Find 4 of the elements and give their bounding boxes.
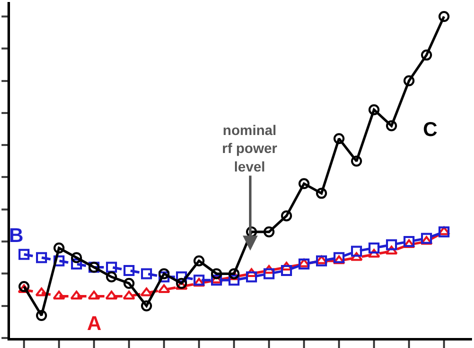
series-label: C bbox=[423, 119, 438, 141]
series-label: B bbox=[9, 225, 24, 247]
annotation: nominal rf power level bbox=[222, 122, 278, 174]
series-label: A bbox=[87, 313, 102, 335]
